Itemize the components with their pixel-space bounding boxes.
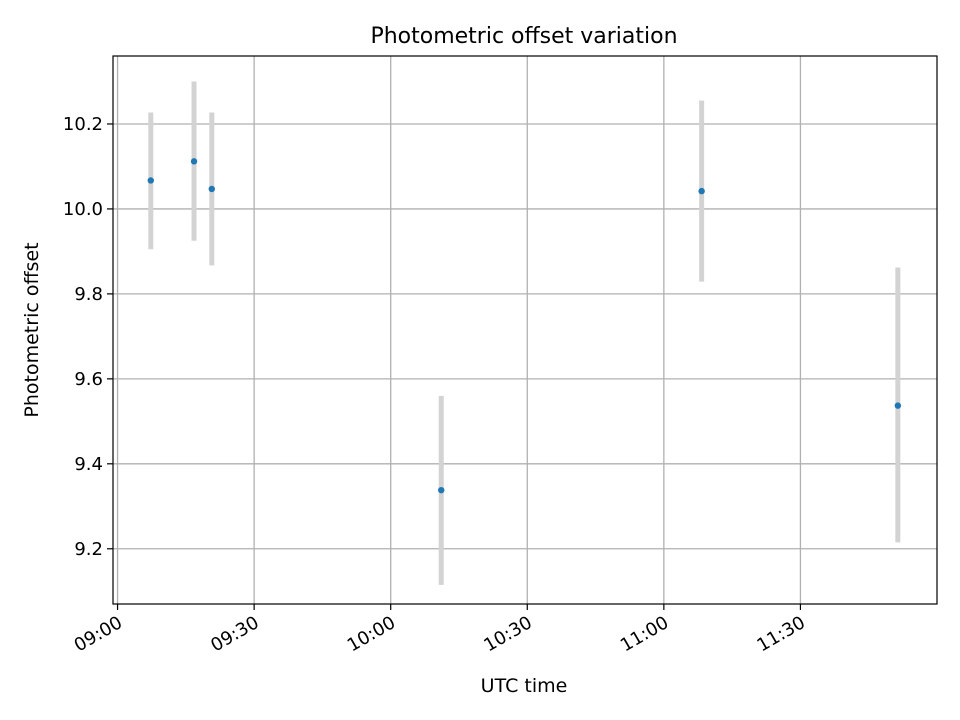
grid [113, 56, 937, 604]
x-axis-label: UTC time [481, 675, 568, 697]
data-point [438, 486, 445, 494]
x-axis-ticks: 09:00 09:30 10:00 10:30 11:00 11:30 [71, 604, 809, 656]
data-points [147, 158, 902, 494]
x-tick-label: 09:30 [207, 612, 262, 656]
x-tick-label: 11:00 [617, 612, 672, 656]
data-point [208, 185, 215, 193]
x-tick-label: 10:30 [480, 612, 535, 656]
data-point [190, 158, 198, 165]
y-tick-label: 9.6 [74, 369, 103, 390]
data-point [698, 187, 705, 195]
y-tick-label: 9.4 [74, 454, 103, 475]
data-point [894, 402, 902, 409]
y-axis-label: Photometric offset [21, 242, 43, 417]
y-tick-label: 10.0 [63, 199, 103, 220]
y-tick-label: 9.8 [74, 284, 103, 305]
y-axis-ticks: 9.2 9.4 9.6 9.8 10.0 10.2 [63, 114, 113, 560]
plot-frame [112, 55, 938, 605]
y-tick-label: 10.2 [63, 114, 103, 135]
chart-title: Photometric offset variation [370, 24, 677, 49]
x-tick-label: 09:00 [71, 612, 126, 656]
y-tick-label: 9.2 [74, 539, 103, 560]
data-point [147, 177, 154, 184]
x-tick-label: 11:30 [754, 612, 809, 656]
x-tick-label: 10:00 [344, 612, 399, 656]
errorbars [148, 81, 901, 585]
